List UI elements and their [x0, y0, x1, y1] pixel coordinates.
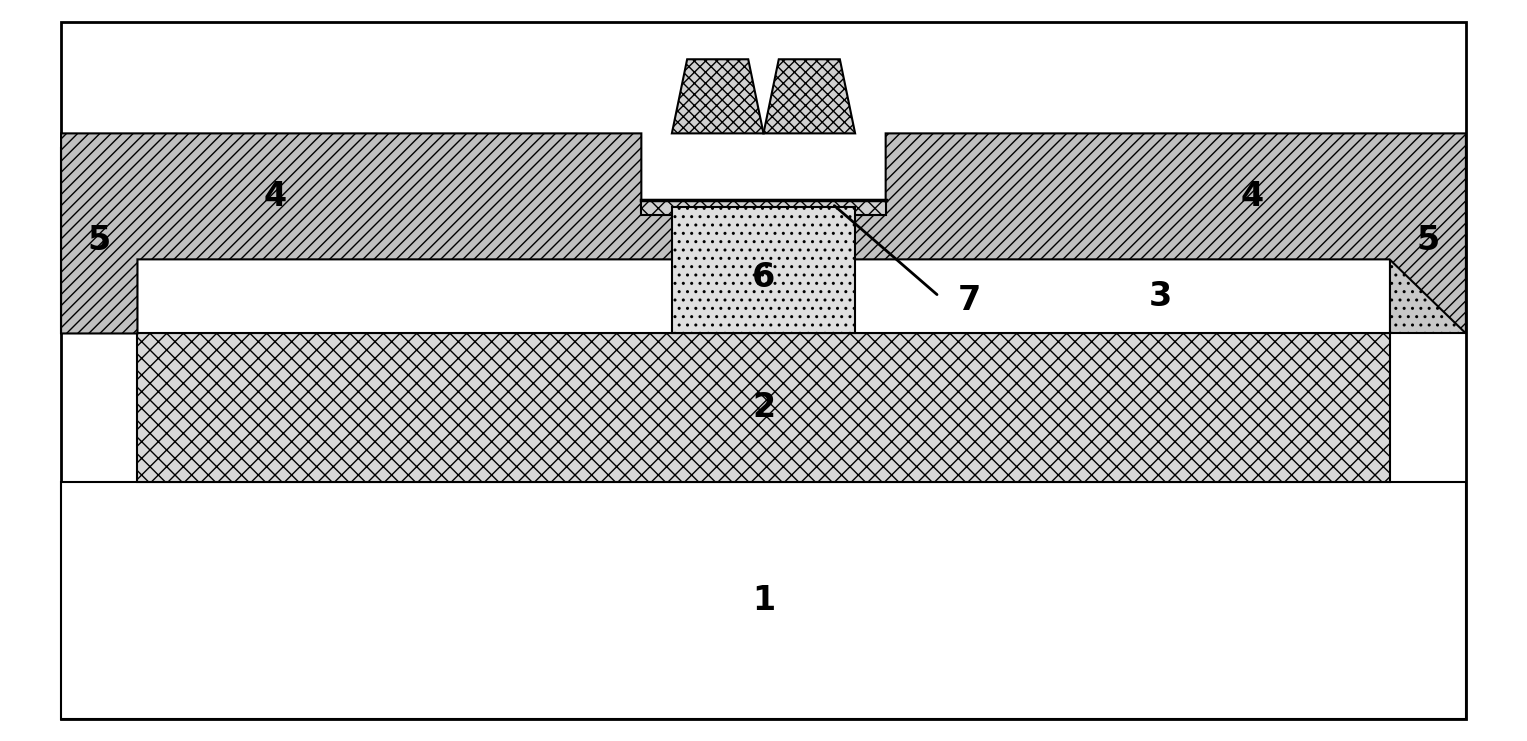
- Text: 1: 1: [751, 584, 776, 617]
- Bar: [1390, 148, 1466, 333]
- Bar: [137, 333, 1390, 482]
- Text: 3: 3: [1148, 280, 1173, 313]
- Polygon shape: [764, 59, 855, 133]
- Text: 6: 6: [751, 262, 776, 294]
- Bar: [61, 148, 137, 333]
- Text: 5: 5: [1416, 225, 1440, 257]
- Text: 2: 2: [751, 391, 776, 424]
- Bar: [137, 259, 1390, 333]
- Bar: [641, 200, 886, 215]
- Text: 4: 4: [1240, 180, 1264, 213]
- Bar: [672, 207, 855, 333]
- Text: 7: 7: [957, 284, 982, 316]
- Text: 4: 4: [263, 180, 287, 213]
- Bar: [61, 482, 1466, 719]
- Text: 5: 5: [87, 225, 111, 257]
- Polygon shape: [61, 133, 1466, 333]
- Polygon shape: [672, 59, 764, 133]
